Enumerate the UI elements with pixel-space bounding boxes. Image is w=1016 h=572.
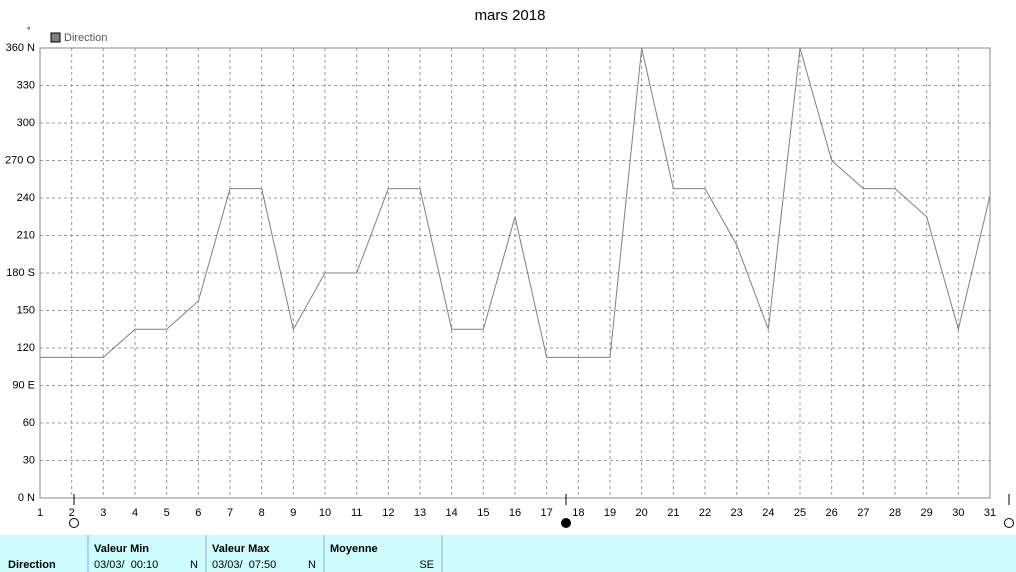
x-tick-label: 12: [382, 507, 394, 519]
x-tick-label: 10: [319, 507, 331, 519]
x-tick-label: 29: [921, 507, 933, 519]
x-tick-label: 16: [509, 507, 521, 519]
x-tick-label: 30: [952, 507, 964, 519]
x-tick-label: 21: [667, 507, 679, 519]
x-tick-label: 25: [794, 507, 806, 519]
legend-swatch: [50, 32, 61, 43]
row-label: Direction: [8, 559, 56, 571]
min-date: 03/03/ 00:10: [94, 559, 158, 571]
x-tick-label: 2: [69, 507, 75, 519]
col-header: Valeur Max: [212, 543, 270, 555]
x-tick-label: 24: [762, 507, 774, 519]
x-tick-label: 20: [636, 507, 648, 519]
y-tick-label: 120: [17, 342, 35, 354]
max-dir: N: [308, 559, 316, 571]
y-tick-label: 300: [17, 117, 35, 129]
min-dir: N: [190, 559, 198, 571]
x-tick-label: 27: [857, 507, 869, 519]
x-tick-label: 4: [132, 507, 138, 519]
y-tick-label: 360 N: [6, 42, 35, 54]
col-header: Valeur Min: [94, 543, 149, 555]
x-tick-label: 5: [164, 507, 170, 519]
x-tick-label: 15: [477, 507, 489, 519]
avg-dir: SE: [419, 559, 434, 571]
max-marker: [1004, 518, 1014, 528]
x-tick-label: 26: [826, 507, 838, 519]
x-tick-label: 11: [351, 507, 362, 519]
y-tick-label: 150: [17, 304, 35, 316]
y-tick-label: 90 E: [12, 379, 35, 391]
min-marker: [69, 518, 79, 528]
y-tick-label: 210: [17, 229, 35, 241]
y-tick-label: 180 S: [6, 267, 35, 279]
plot-frame: [39, 47, 991, 499]
y-tick-label: 330: [17, 79, 35, 91]
y-tick-label: 270 O: [5, 154, 35, 166]
legend-label: Direction: [64, 32, 107, 44]
max-date: 03/03/ 07:50: [212, 559, 276, 571]
chart-title: mars 2018: [475, 7, 546, 24]
y-tick-label: 0 N: [18, 492, 35, 504]
x-tick-label: 3: [100, 507, 106, 519]
x-tick-label: 31: [984, 507, 996, 519]
x-tick-label: 9: [290, 507, 296, 519]
x-tick-label: 19: [604, 507, 616, 519]
x-tick-label: 13: [414, 507, 426, 519]
avg-marker: [561, 518, 571, 528]
y-tick-label: 240: [17, 192, 35, 204]
x-tick-label: 14: [446, 507, 458, 519]
x-tick-label: 7: [227, 507, 233, 519]
x-tick-label: 18: [572, 507, 584, 519]
x-tick-label: 6: [195, 507, 201, 519]
y-unit: °: [27, 25, 31, 35]
x-tick-label: 8: [259, 507, 265, 519]
col-header: Moyenne: [330, 543, 378, 555]
data-line: [40, 47, 991, 358]
x-tick-label: 17: [541, 507, 553, 519]
x-tick-label: 1: [37, 507, 43, 519]
x-tick-label: 22: [699, 507, 711, 519]
y-tick-label: 60: [23, 417, 35, 429]
x-tick-label: 28: [889, 507, 901, 519]
y-tick-label: 30: [23, 454, 35, 466]
x-tick-label: 23: [731, 507, 743, 519]
summary-bar: [0, 535, 1016, 572]
